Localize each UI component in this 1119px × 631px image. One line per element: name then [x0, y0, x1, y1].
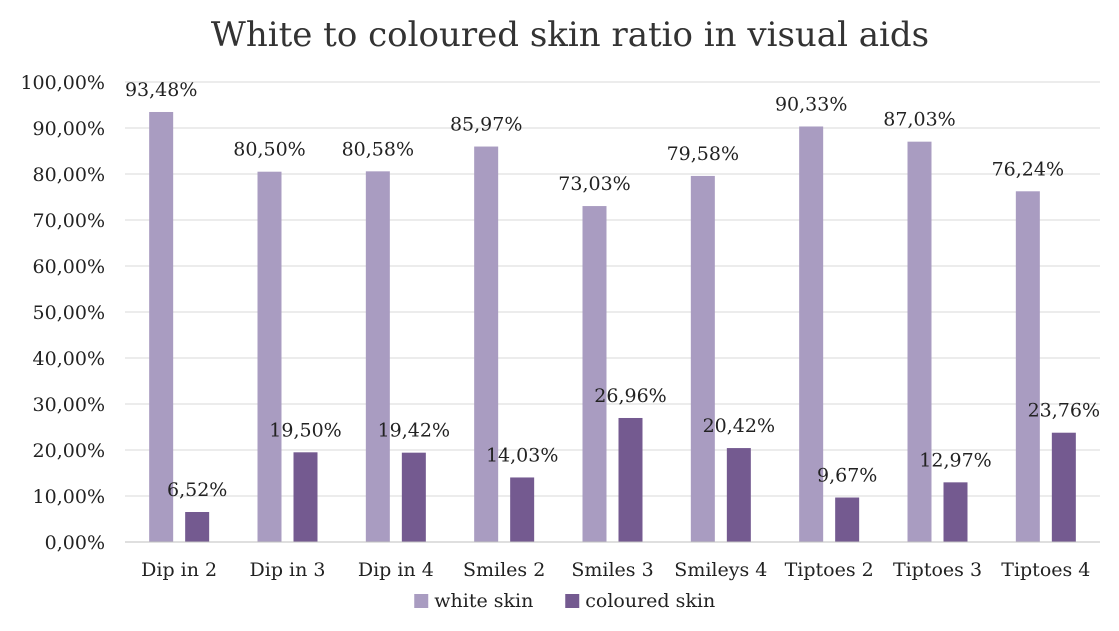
bar-coloured-skin — [293, 452, 318, 542]
y-tick-label: 0,00% — [45, 532, 105, 554]
bar-coloured-skin — [618, 417, 643, 542]
bar-white-skin — [474, 146, 499, 542]
bar-white-skin — [1015, 191, 1040, 542]
data-label: 87,03% — [883, 109, 955, 131]
bar-coloured-skin — [943, 482, 968, 542]
data-label: 19,42% — [378, 420, 450, 442]
data-label: 9,67% — [817, 465, 877, 487]
legend-label: white skin — [434, 590, 533, 612]
y-tick-label: 50,00% — [33, 302, 105, 324]
data-labels: 93,48% 6,52% 80,50% 19,50% 80,58% 19,42% 85,97… — [125, 79, 1100, 501]
y-tick-label: 40,00% — [33, 348, 105, 370]
legend: white skin coloured skin — [414, 590, 715, 612]
bar-coloured-skin — [726, 448, 751, 542]
x-tick-label: Smiles 2 — [463, 559, 545, 581]
chart-title: White to coloured skin ratio in visual a… — [211, 15, 929, 55]
bar-coloured-skin — [1051, 432, 1076, 542]
data-label: 79,58% — [667, 143, 739, 165]
x-tick-label: Tiptoes 4 — [1001, 559, 1090, 581]
data-label: 73,03% — [558, 173, 630, 195]
x-axis: Dip in 2 Dip in 3 Dip in 4 Smiles 2 Smiles 3… — [125, 541, 1100, 581]
data-label: 12,97% — [919, 449, 991, 471]
data-label: 23,76% — [1028, 400, 1100, 422]
y-tick-label: 30,00% — [33, 394, 105, 416]
bar-coloured-skin — [835, 497, 860, 542]
bar-white-skin — [907, 141, 932, 543]
bar-coloured-skin — [401, 452, 426, 542]
x-tick-label: Tiptoes 2 — [785, 559, 874, 581]
data-label: 76,24% — [992, 158, 1064, 180]
data-label: 80,50% — [233, 139, 305, 161]
x-tick-label: Dip in 3 — [250, 559, 326, 581]
x-tick-label: Dip in 4 — [358, 559, 434, 581]
legend-swatch — [565, 594, 580, 608]
y-tick-label: 90,00% — [33, 118, 105, 140]
data-label: 93,48% — [125, 79, 197, 101]
data-label: 14,03% — [486, 444, 558, 466]
y-tick-label: 60,00% — [33, 256, 105, 278]
y-tick-label: 80,00% — [33, 164, 105, 186]
y-tick-label: 10,00% — [33, 486, 105, 508]
data-label: 80,58% — [342, 138, 414, 160]
gridlines — [125, 81, 1100, 497]
data-label: 26,96% — [594, 385, 666, 407]
data-label: 85,97% — [450, 114, 522, 136]
bar-white-skin — [799, 126, 824, 543]
bar-white-skin — [149, 111, 174, 542]
bars — [149, 111, 1076, 543]
x-tick-label: Dip in 2 — [141, 559, 217, 581]
bar-coloured-skin — [510, 477, 535, 542]
y-tick-label: 20,00% — [33, 440, 105, 462]
data-label: 20,42% — [703, 415, 775, 437]
legend-swatch — [414, 594, 429, 608]
y-axis: 0,00% 10,00% 20,00% 30,00% 40,00% 50,00% 60,00… — [20, 72, 105, 554]
x-tick-label: Tiptoes 3 — [893, 559, 982, 581]
bar-white-skin — [582, 206, 607, 542]
bar-coloured-skin — [185, 512, 210, 542]
y-tick-label: 70,00% — [33, 210, 105, 232]
y-tick-label: 100,00% — [20, 72, 105, 94]
bar-white-skin — [257, 171, 282, 542]
x-tick-label: Smiles 3 — [571, 559, 653, 581]
data-label: 6,52% — [167, 479, 227, 501]
bar-white-skin — [365, 171, 390, 542]
x-tick-label: Smileys 4 — [674, 559, 767, 581]
legend-label: coloured skin — [585, 590, 715, 612]
bar-white-skin — [690, 175, 715, 542]
data-label: 19,50% — [269, 419, 341, 441]
data-label: 90,33% — [775, 93, 847, 115]
